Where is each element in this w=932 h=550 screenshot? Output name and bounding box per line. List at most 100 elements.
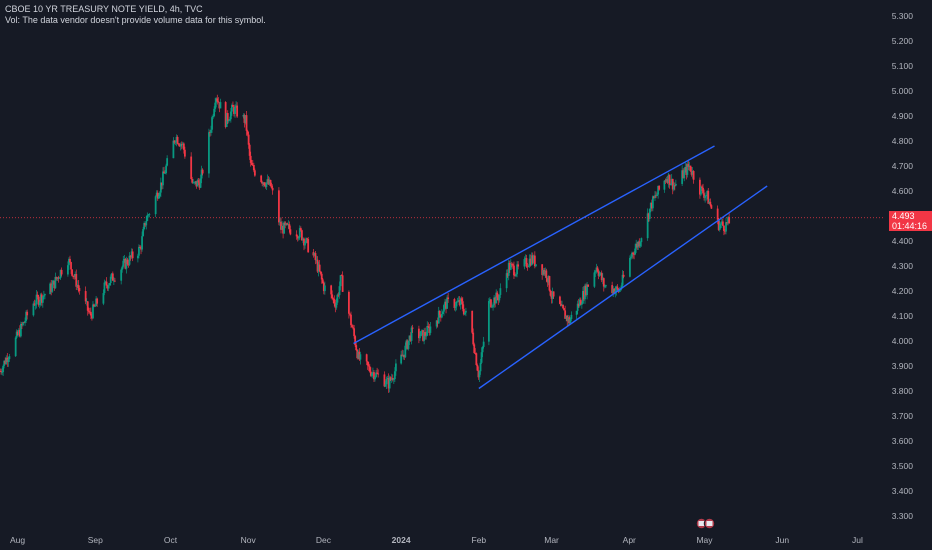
candle-body bbox=[226, 113, 229, 121]
candle-body bbox=[252, 165, 255, 171]
candle-body bbox=[499, 288, 502, 295]
candle-body bbox=[172, 140, 175, 159]
candle-body bbox=[631, 252, 633, 257]
candle-body bbox=[349, 313, 351, 315]
candle-body bbox=[351, 325, 353, 328]
candle-body bbox=[249, 155, 252, 163]
candle-body bbox=[674, 183, 677, 186]
candle-body bbox=[403, 354, 406, 358]
candle-body bbox=[569, 318, 572, 324]
candle-body bbox=[683, 170, 686, 179]
candle-body bbox=[104, 281, 107, 283]
candle-body bbox=[458, 300, 461, 305]
y-tick-label: 3.900 bbox=[892, 361, 914, 371]
candle-body bbox=[5, 357, 8, 364]
candle-body bbox=[577, 303, 580, 306]
candle-body bbox=[516, 264, 518, 275]
y-tick-label: 4.000 bbox=[892, 336, 914, 346]
candle-body bbox=[192, 182, 195, 184]
candle-body bbox=[567, 317, 570, 322]
candle-body bbox=[706, 191, 709, 196]
candle-body bbox=[163, 171, 165, 174]
candle-body bbox=[585, 285, 587, 295]
candle-body bbox=[356, 350, 359, 359]
candle-body bbox=[424, 332, 427, 336]
candle-body bbox=[620, 285, 623, 289]
candle-body bbox=[637, 241, 640, 248]
candle-body bbox=[39, 294, 42, 302]
candle-body bbox=[717, 219, 720, 230]
candle-body bbox=[427, 326, 430, 327]
candle-body bbox=[656, 194, 658, 196]
candle-body bbox=[651, 196, 654, 209]
candle-body bbox=[339, 275, 342, 287]
candle-body bbox=[267, 179, 270, 185]
candle-body bbox=[551, 291, 554, 299]
candle-body bbox=[471, 310, 474, 333]
y-tick-label: 3.700 bbox=[892, 411, 914, 421]
candle-body bbox=[92, 304, 94, 319]
candle-body bbox=[200, 169, 203, 179]
candle-body bbox=[233, 106, 235, 114]
event-flag-icon-mark bbox=[706, 521, 713, 526]
candle-body bbox=[125, 259, 128, 269]
x-tick-label: Feb bbox=[472, 535, 487, 545]
candle-body bbox=[709, 201, 712, 206]
candle-body bbox=[653, 196, 655, 198]
candle-body bbox=[225, 113, 228, 128]
candle-body bbox=[210, 129, 212, 133]
candle-body bbox=[411, 327, 414, 329]
candle-body bbox=[299, 228, 302, 231]
candle-body bbox=[406, 340, 409, 349]
candle-body bbox=[375, 372, 377, 377]
candle-body bbox=[547, 276, 550, 283]
candle-body bbox=[549, 290, 552, 296]
candle-body bbox=[508, 262, 511, 270]
candle-body bbox=[106, 285, 109, 289]
candle-body bbox=[38, 301, 41, 305]
candle-body bbox=[487, 300, 490, 342]
candle-body bbox=[400, 354, 403, 364]
candle-body bbox=[228, 119, 231, 121]
x-tick-label: May bbox=[696, 535, 713, 545]
candle-body bbox=[707, 191, 710, 204]
candle-body bbox=[529, 258, 532, 266]
candle-body bbox=[312, 252, 315, 256]
candle-body bbox=[621, 274, 624, 286]
candle-body bbox=[49, 283, 52, 295]
candle-body bbox=[296, 236, 299, 239]
candle-body bbox=[122, 260, 125, 267]
candle-body bbox=[581, 290, 584, 304]
candle-body bbox=[408, 335, 411, 341]
candle-body bbox=[180, 144, 183, 145]
countdown-badge: 01:44:16 bbox=[889, 221, 932, 231]
candle-body bbox=[174, 141, 177, 143]
candle-body bbox=[523, 259, 526, 267]
candle-body bbox=[70, 262, 72, 270]
candle-body bbox=[638, 241, 641, 247]
candle-body bbox=[196, 180, 199, 187]
candle-body bbox=[140, 247, 142, 250]
candle-body bbox=[26, 311, 29, 316]
candle-body bbox=[41, 296, 44, 303]
candle-body bbox=[552, 291, 555, 297]
candle-body bbox=[632, 252, 634, 255]
y-tick-label: 3.500 bbox=[892, 461, 914, 471]
candle-body bbox=[183, 149, 186, 157]
candle-body bbox=[562, 305, 564, 309]
candle-body bbox=[685, 166, 688, 175]
candle-body bbox=[670, 178, 673, 185]
candle-body bbox=[243, 114, 246, 123]
candle-body bbox=[404, 345, 407, 358]
candle-body bbox=[2, 365, 5, 373]
candle-body bbox=[37, 296, 40, 305]
candle-body bbox=[317, 264, 320, 272]
candle-body bbox=[533, 255, 536, 267]
candle-body bbox=[235, 105, 237, 108]
candle-body bbox=[304, 242, 306, 246]
candle-body bbox=[24, 320, 26, 323]
candle-body bbox=[716, 208, 719, 220]
candle-body bbox=[155, 192, 158, 197]
x-tick-label: Nov bbox=[241, 535, 257, 545]
